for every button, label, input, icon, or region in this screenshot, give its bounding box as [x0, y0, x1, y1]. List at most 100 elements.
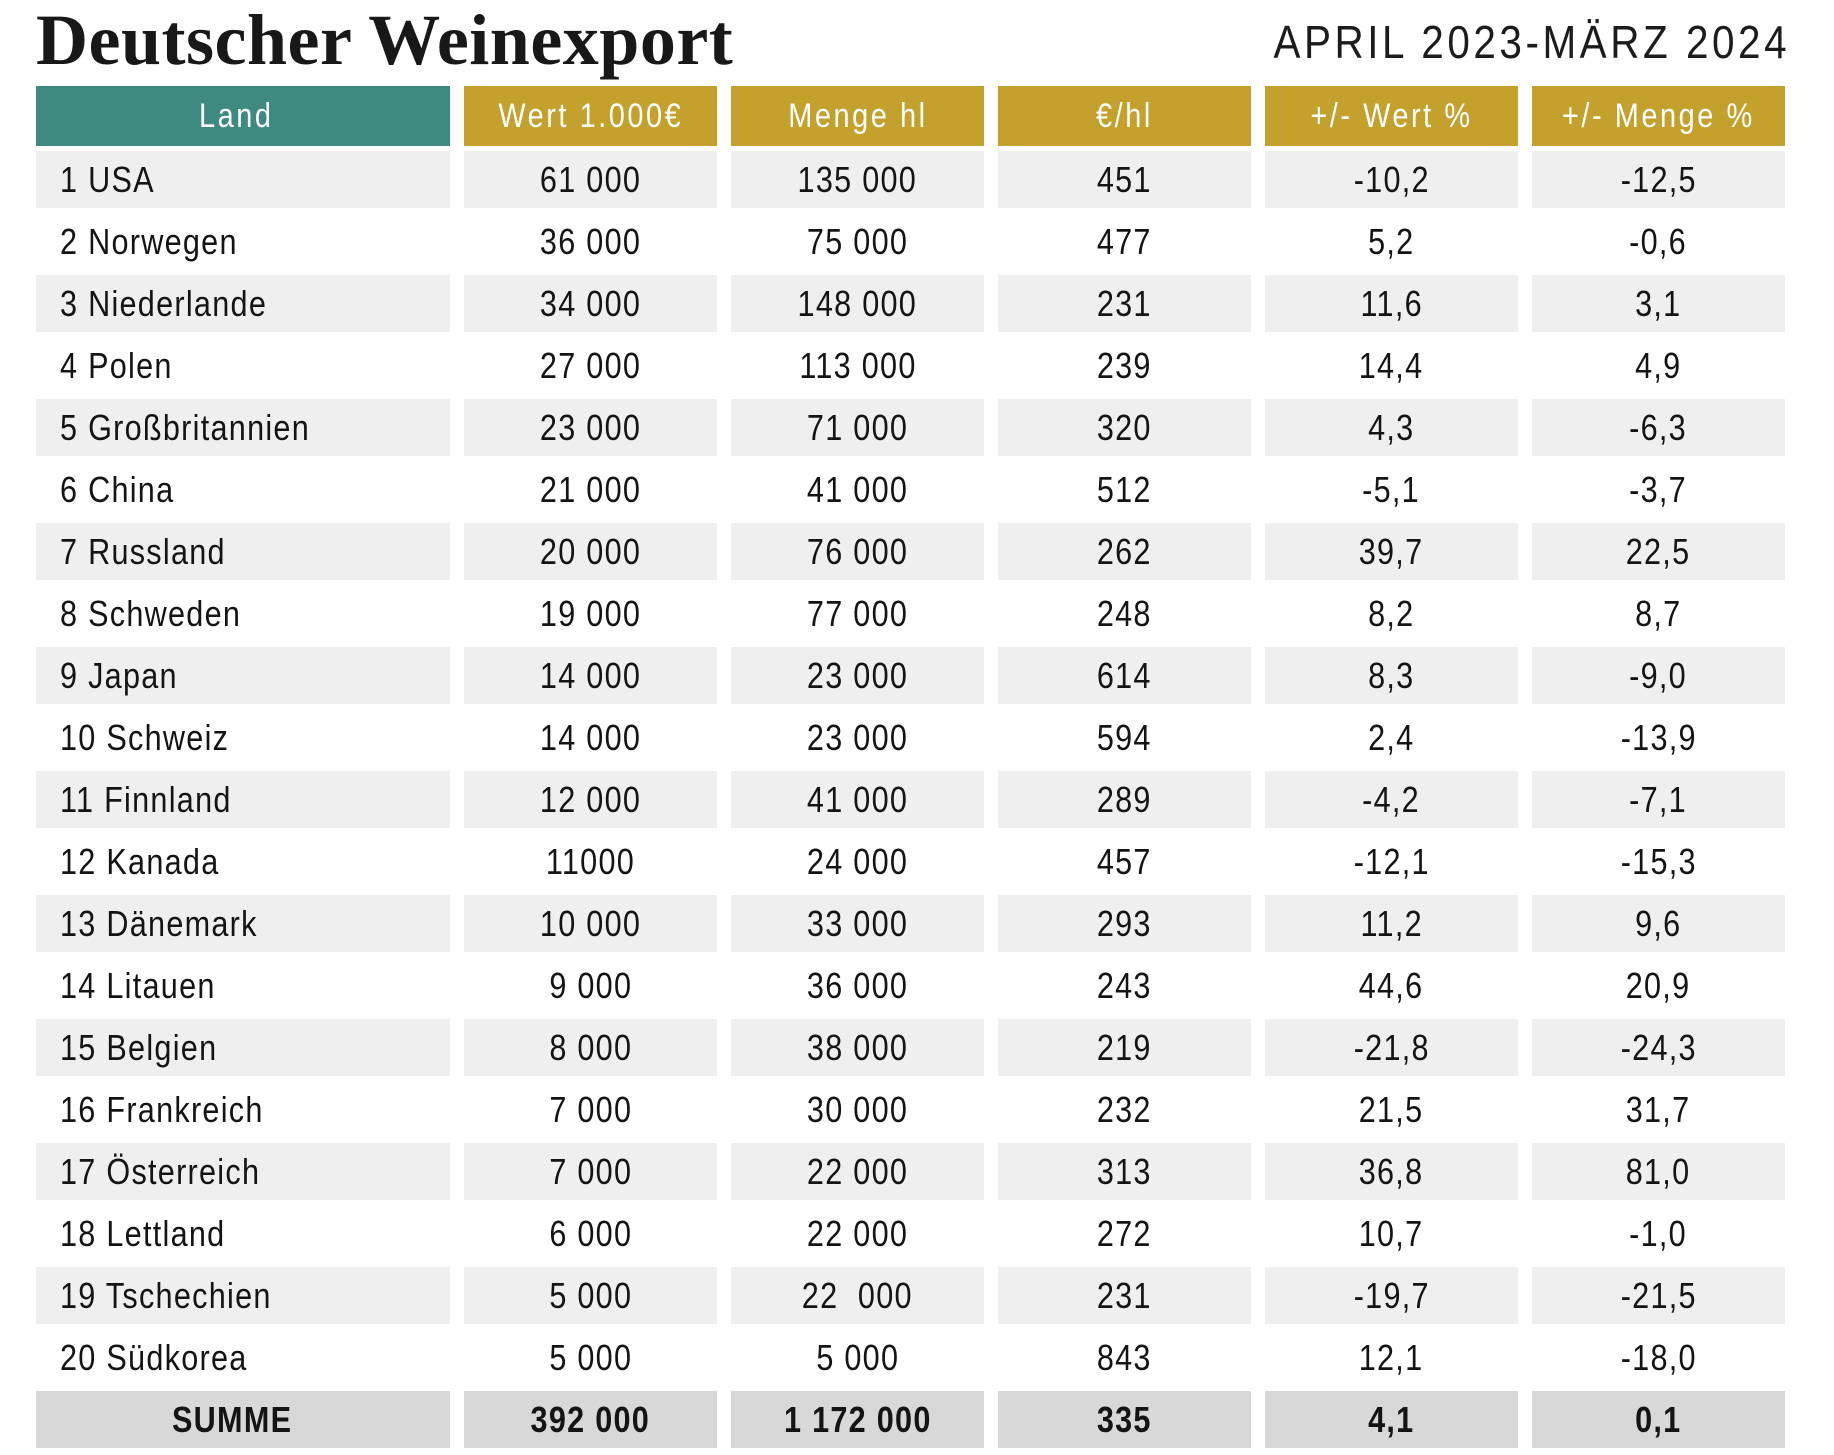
table-row: 4 Polen 27 000 113 000 239 14,4 4,9 [36, 337, 1785, 394]
cell-volume-change: -6,3 [1532, 399, 1785, 456]
table-row: 12 Kanada 11000 24 000 457 -12,1 -15,3 [36, 833, 1785, 890]
summary-cell-wert: 392 000 [464, 1391, 717, 1448]
cell-eur-per-hl: 594 [1097, 716, 1152, 758]
cell-value: 34 000 [464, 275, 717, 332]
cell-volume-change: -7,1 [1532, 771, 1785, 828]
cell-country: 8 Schweden [60, 592, 242, 634]
cell-value-change: -19,7 [1265, 1267, 1518, 1324]
table-row: 17 Österreich 7 000 22 000 313 36,8 81,0 [36, 1143, 1785, 1200]
cell-volume-change: -21,5 [1532, 1267, 1785, 1324]
cell-value-change: -4,2 [1265, 771, 1518, 828]
cell-volume: 22 000 [731, 1267, 984, 1324]
cell-eur-per-hl: 451 [998, 151, 1251, 208]
cell-value-change: -10,2 [1265, 151, 1518, 208]
cell-volume-change: -24,3 [1532, 1019, 1785, 1076]
cell-value: 23 000 [464, 399, 717, 456]
cell-volume: 77 000 [806, 592, 909, 634]
cell-value: 36 000 [539, 220, 642, 262]
table-row: 1 USA 61 000 135 000 451 -10,2 -12,5 [36, 151, 1785, 208]
cell-volume: 148 000 [731, 275, 984, 332]
cell-country: 1 USA [36, 151, 450, 208]
cell-volume: 5 000 [816, 1336, 899, 1378]
table-row: 3 Niederlande 34 000 148 000 231 11,6 3,… [36, 275, 1785, 332]
cell-value: 19 000 [539, 592, 642, 634]
cell-eur-per-hl: 231 [998, 1267, 1251, 1324]
header-cell-wert-pct: +/- Wert % [1265, 86, 1518, 146]
table-header-row: Land Wert 1.000€ Menge hl €/hl +/- Wert … [36, 86, 1785, 146]
cell-value-change: 11,2 [1265, 895, 1518, 952]
cell-volume-change: 20,9 [1626, 964, 1691, 1006]
cell-eur-per-hl: 243 [1097, 964, 1152, 1006]
cell-value: 6 000 [549, 1212, 632, 1254]
cell-country: 16 Frankreich [60, 1088, 264, 1130]
table-row: 14 Litauen 9 000 36 000 243 44,6 20,9 [36, 957, 1785, 1014]
summary-label: SUMME [36, 1391, 450, 1448]
cell-volume: 36 000 [806, 964, 909, 1006]
report-period: APRIL 2023-MÄRZ 2024 [1273, 16, 1790, 68]
cell-eur-per-hl: 289 [998, 771, 1251, 828]
cell-country: 12 Kanada [60, 840, 220, 882]
cell-volume: 38 000 [731, 1019, 984, 1076]
cell-value: 10 000 [464, 895, 717, 952]
cell-country: 18 Lettland [60, 1212, 226, 1254]
cell-eur-per-hl: 614 [998, 647, 1251, 704]
cell-volume-change: -0,6 [1629, 220, 1688, 262]
table-row: 7 Russland 20 000 76 000 262 39,7 22,5 [36, 523, 1785, 580]
cell-value-change: 2,4 [1368, 716, 1415, 758]
cell-country: 3 Niederlande [36, 275, 450, 332]
cell-value: 14 000 [539, 716, 642, 758]
cell-eur-per-hl: 248 [1097, 592, 1152, 634]
cell-volume: 71 000 [731, 399, 984, 456]
table-row: 2 Norwegen 36 000 75 000 477 5,2 -0,6 [36, 213, 1785, 270]
cell-volume: 33 000 [731, 895, 984, 952]
cell-volume-change: 81,0 [1532, 1143, 1785, 1200]
cell-volume: 113 000 [798, 344, 917, 386]
cell-country: 11 Finnland [36, 771, 450, 828]
cell-value-change: 12,1 [1359, 1336, 1424, 1378]
table-row: 6 China 21 000 41 000 512 -5,1 -3,7 [36, 461, 1785, 518]
page-title: Deutscher Weinexport [36, 0, 734, 80]
cell-volume: 41 000 [731, 771, 984, 828]
cell-volume-change: -9,0 [1532, 647, 1785, 704]
cell-value: 9 000 [549, 964, 632, 1006]
cell-eur-per-hl: 219 [998, 1019, 1251, 1076]
summary-row: SUMME 392 000 1 172 000 335 4,1 0,1 [36, 1391, 1785, 1448]
table-row: 10 Schweiz 14 000 23 000 594 2,4 -13,9 [36, 709, 1785, 766]
cell-eur-per-hl: 231 [998, 275, 1251, 332]
cell-country: 6 China [60, 468, 175, 510]
cell-value-change: 36,8 [1265, 1143, 1518, 1200]
cell-value: 7 000 [464, 1143, 717, 1200]
cell-value: 5 000 [464, 1267, 717, 1324]
cell-country: 15 Belgien [36, 1019, 450, 1076]
cell-value-change: -12,1 [1353, 840, 1430, 882]
header-cell-menge: Menge hl [731, 86, 984, 146]
header-cell-wert: Wert 1.000€ [464, 86, 717, 146]
cell-value-change: 5,2 [1368, 220, 1415, 262]
cell-country: 4 Polen [60, 344, 173, 386]
table-row: 19 Tschechien 5 000 22 000 231 -19,7 -21… [36, 1267, 1785, 1324]
cell-volume: 41 000 [806, 468, 909, 510]
table-row: 16 Frankreich 7 000 30 000 232 21,5 31,7 [36, 1081, 1785, 1138]
table-row: 18 Lettland 6 000 22 000 272 10,7 -1,0 [36, 1205, 1785, 1262]
cell-volume: 30 000 [806, 1088, 909, 1130]
cell-value: 11000 [545, 840, 636, 882]
cell-country: 2 Norwegen [60, 220, 238, 262]
cell-country: 19 Tschechien [36, 1267, 450, 1324]
cell-value: 12 000 [464, 771, 717, 828]
header-cell-menge-pct: +/- Menge % [1532, 86, 1785, 146]
cell-value: 5 000 [549, 1336, 632, 1378]
cell-volume-change: -18,0 [1620, 1336, 1697, 1378]
cell-value-change: 44,6 [1359, 964, 1424, 1006]
cell-eur-per-hl: 272 [1097, 1212, 1152, 1254]
cell-value-change: 39,7 [1265, 523, 1518, 580]
cell-volume-change: 8,7 [1635, 592, 1682, 634]
cell-eur-per-hl: 239 [1097, 344, 1152, 386]
cell-country: 5 Großbritannien [36, 399, 450, 456]
cell-value-change: -21,8 [1265, 1019, 1518, 1076]
cell-eur-per-hl: 313 [998, 1143, 1251, 1200]
table-row: 9 Japan 14 000 23 000 614 8,3 -9,0 [36, 647, 1785, 704]
cell-value: 61 000 [464, 151, 717, 208]
table-row: 8 Schweden 19 000 77 000 248 8,2 8,7 [36, 585, 1785, 642]
cell-value: 7 000 [549, 1088, 632, 1130]
cell-value-change: 4,3 [1265, 399, 1518, 456]
